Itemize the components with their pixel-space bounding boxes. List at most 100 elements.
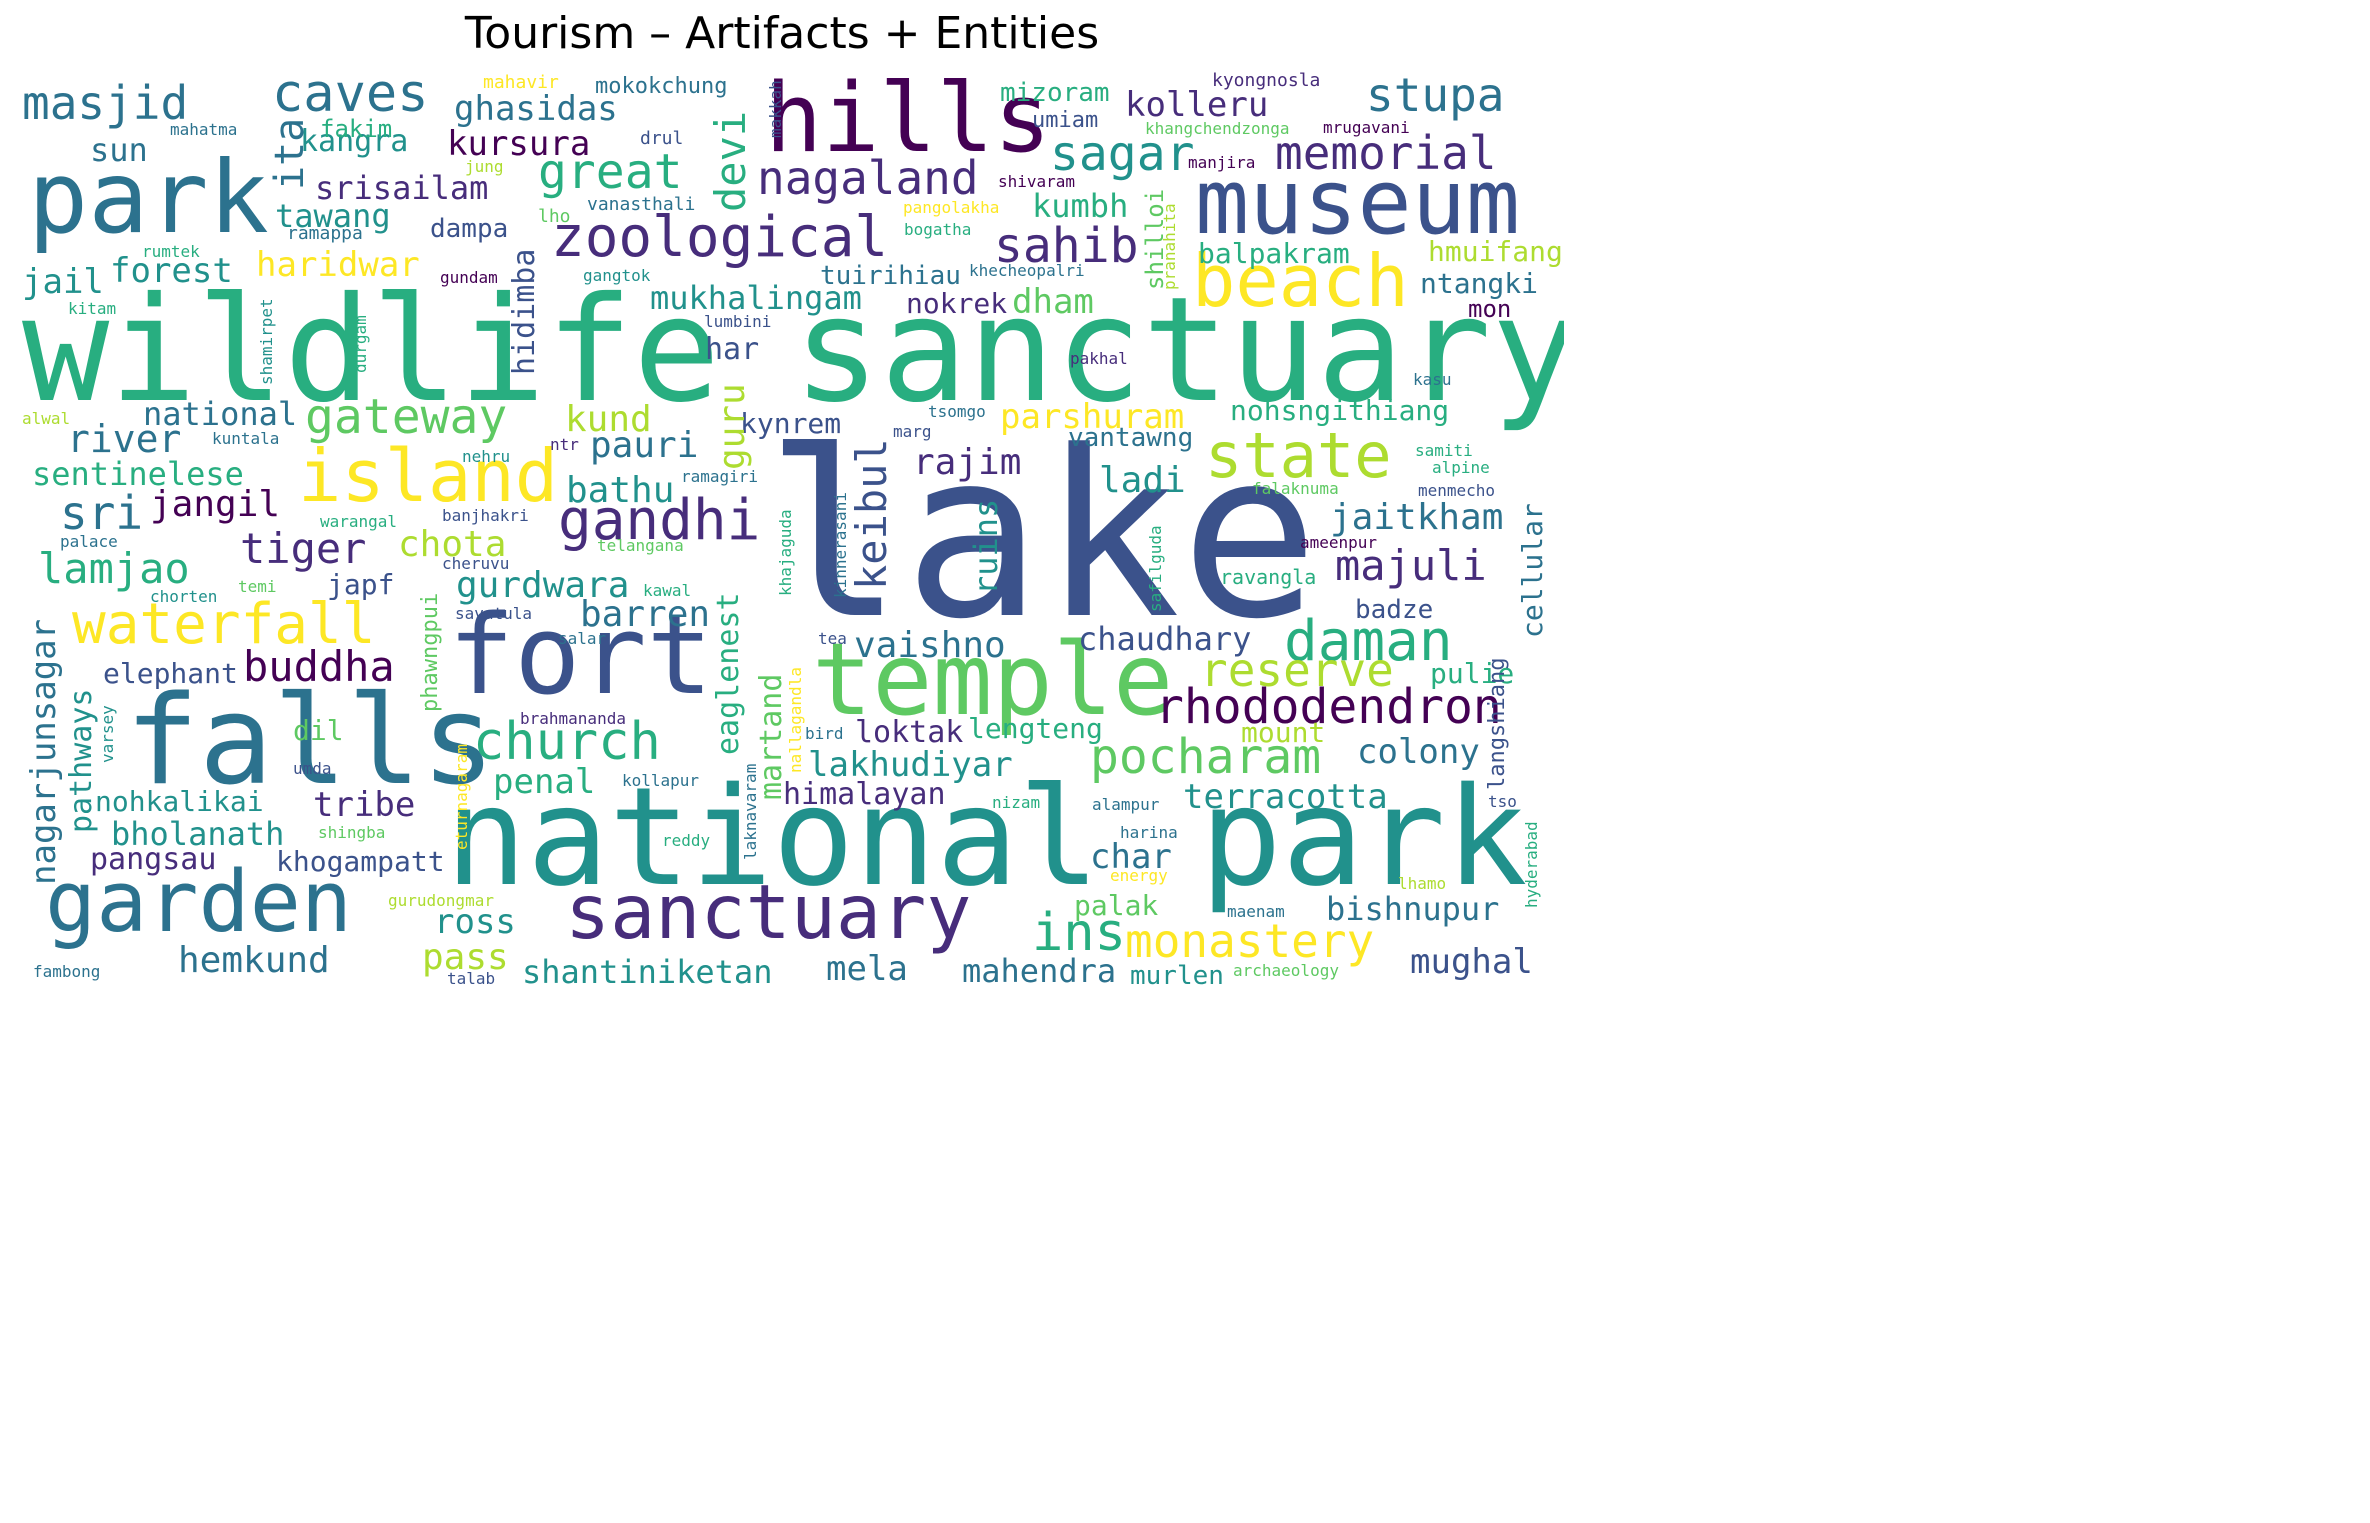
word-kuntala: kuntala [212, 429, 280, 448]
word-eaglenest: eaglenest [711, 592, 746, 755]
word-kinnerasani: kinnerasani [831, 492, 850, 598]
word-haridwar: haridwar [256, 245, 420, 285]
word-mon: mon [1468, 295, 1512, 323]
word-brahmananda: brahmananda [520, 709, 626, 728]
word-shantiniketan: shantiniketan [522, 953, 773, 991]
word-kursura: kursura [447, 124, 591, 164]
word-umiam: umiam [1032, 108, 1099, 133]
word-tso: tso [1488, 792, 1517, 811]
word-loktak: loktak [855, 715, 964, 750]
word-kollapur: kollapur [622, 771, 700, 790]
word-colony: colony [1357, 732, 1480, 772]
word-japf: japf [327, 568, 395, 601]
word-marg: marg [893, 422, 932, 441]
word-banjhakri: banjhakri [442, 506, 529, 525]
word-penal: penal [493, 762, 596, 802]
word-devi: devi [706, 110, 755, 212]
word-kumbh: kumbh [1032, 187, 1129, 225]
word-chaudhary: chaudhary [1078, 620, 1252, 658]
word-shingba: shingba [318, 823, 386, 842]
word-gangtok: gangtok [583, 266, 651, 285]
word-laknavaram: laknavaram [741, 763, 760, 860]
word-mahatma: mahatma [170, 120, 238, 139]
word-ross: ross [434, 902, 516, 942]
word-museum: museum [1195, 150, 1521, 255]
word-makkah: makkah [766, 80, 785, 138]
word-manjira: manjira [1188, 153, 1256, 172]
word-beach: beach [1192, 239, 1409, 323]
word-nagaland: nagaland [757, 151, 979, 205]
word-ravangla: ravangla [1220, 565, 1317, 589]
word-hemkund: hemkund [178, 940, 330, 981]
word-hyderabad: hyderabad [1522, 821, 1541, 908]
word-ladi: ladi [1099, 460, 1186, 501]
word-dil: dil [293, 714, 344, 747]
word-murlen: murlen [1130, 961, 1224, 991]
word-nohsngithiang: nohsngithiang [1230, 394, 1450, 427]
word-khajaguda: khajaguda [776, 509, 795, 596]
word-mahavir: mahavir [483, 72, 559, 93]
word-sri: sri [60, 486, 144, 540]
word-barren: barren [580, 594, 711, 635]
word-gateway: gateway [305, 389, 508, 445]
word-archaeology: archaeology [1233, 961, 1339, 980]
word-khangchendzonga: khangchendzonga [1145, 119, 1290, 138]
word-balpakram: balpakram [1198, 237, 1350, 270]
word-ruins: ruins [967, 498, 1005, 595]
word-lake: lake [765, 403, 1319, 670]
word-cellular: cellular [1516, 503, 1549, 638]
word-savatula: savatula [455, 604, 533, 623]
word-lengteng: lengteng [968, 712, 1103, 745]
word-fort: fort [448, 591, 713, 719]
word-maenam: maenam [1227, 902, 1285, 921]
word-martand: martand [754, 673, 789, 800]
word-telangana: telangana [597, 536, 684, 555]
word-sun: sun [90, 131, 148, 169]
word-nohkalikai: nohkalikai [95, 785, 264, 818]
word-lakhudiyar: lakhudiyar [808, 745, 1013, 785]
word-kangra: kangra [300, 124, 409, 159]
word-char: char [1090, 837, 1172, 877]
word-hills: hills [765, 64, 1051, 174]
word-chota: chota [398, 524, 507, 565]
word-safilguda: safilguda [1146, 525, 1165, 612]
word-cloud: wildlife sanctuary lake national park park mus… [0, 0, 1564, 1005]
word-bathu: bathu [566, 470, 675, 511]
word-caves: caves [272, 64, 429, 124]
word-pangsau: pangsau [90, 842, 217, 877]
word-srisailam: srisailam [315, 169, 489, 207]
word-gurudongmar: gurudongmar [388, 891, 494, 910]
word-mizoram: mizoram [1000, 78, 1110, 108]
word-salar: salar [558, 629, 607, 648]
word-cheruvu: cheruvu [442, 554, 510, 573]
word-jaitkham: jaitkham [1330, 497, 1504, 538]
word-church: church [473, 712, 661, 772]
word-vantawng: vantawng [1068, 423, 1194, 453]
word-kolleru: kolleru [1125, 85, 1269, 125]
word-bishnupur: bishnupur [1326, 890, 1500, 928]
word-state: state [1205, 419, 1392, 492]
word-mount: mount [1241, 716, 1326, 749]
word-nagarjunsagar: nagarjunsagar [24, 618, 64, 885]
word-terracotta: terracotta [1183, 777, 1388, 817]
word-wildlife: wildlife [22, 266, 721, 435]
word-kyongnosla: kyongnosla [1212, 70, 1321, 91]
word-alwal: alwal [22, 409, 71, 428]
word-ntangki: ntangki [1420, 267, 1539, 300]
word-pocharam: pocharam [1090, 729, 1322, 785]
word-shivaram: shivaram [998, 172, 1076, 191]
word-tea: tea [818, 629, 847, 648]
word-tribe: tribe [313, 785, 416, 825]
word-mela: mela [826, 949, 908, 989]
word-mrugavani: mrugavani [1323, 118, 1410, 137]
word-park: park [28, 139, 269, 256]
word-alpine: alpine [1432, 458, 1490, 477]
word-pangolakha: pangolakha [903, 198, 1000, 217]
word-parshuram: parshuram [1000, 397, 1185, 437]
word-phawngpui: phawngpui [418, 592, 443, 712]
word-ramagiri: ramagiri [681, 467, 759, 486]
word-lhamo: lhamo [1398, 874, 1447, 893]
word-park: park [1200, 759, 1528, 917]
word-vanasthali: vanasthali [587, 194, 696, 215]
word-harina: harina [1120, 823, 1178, 842]
